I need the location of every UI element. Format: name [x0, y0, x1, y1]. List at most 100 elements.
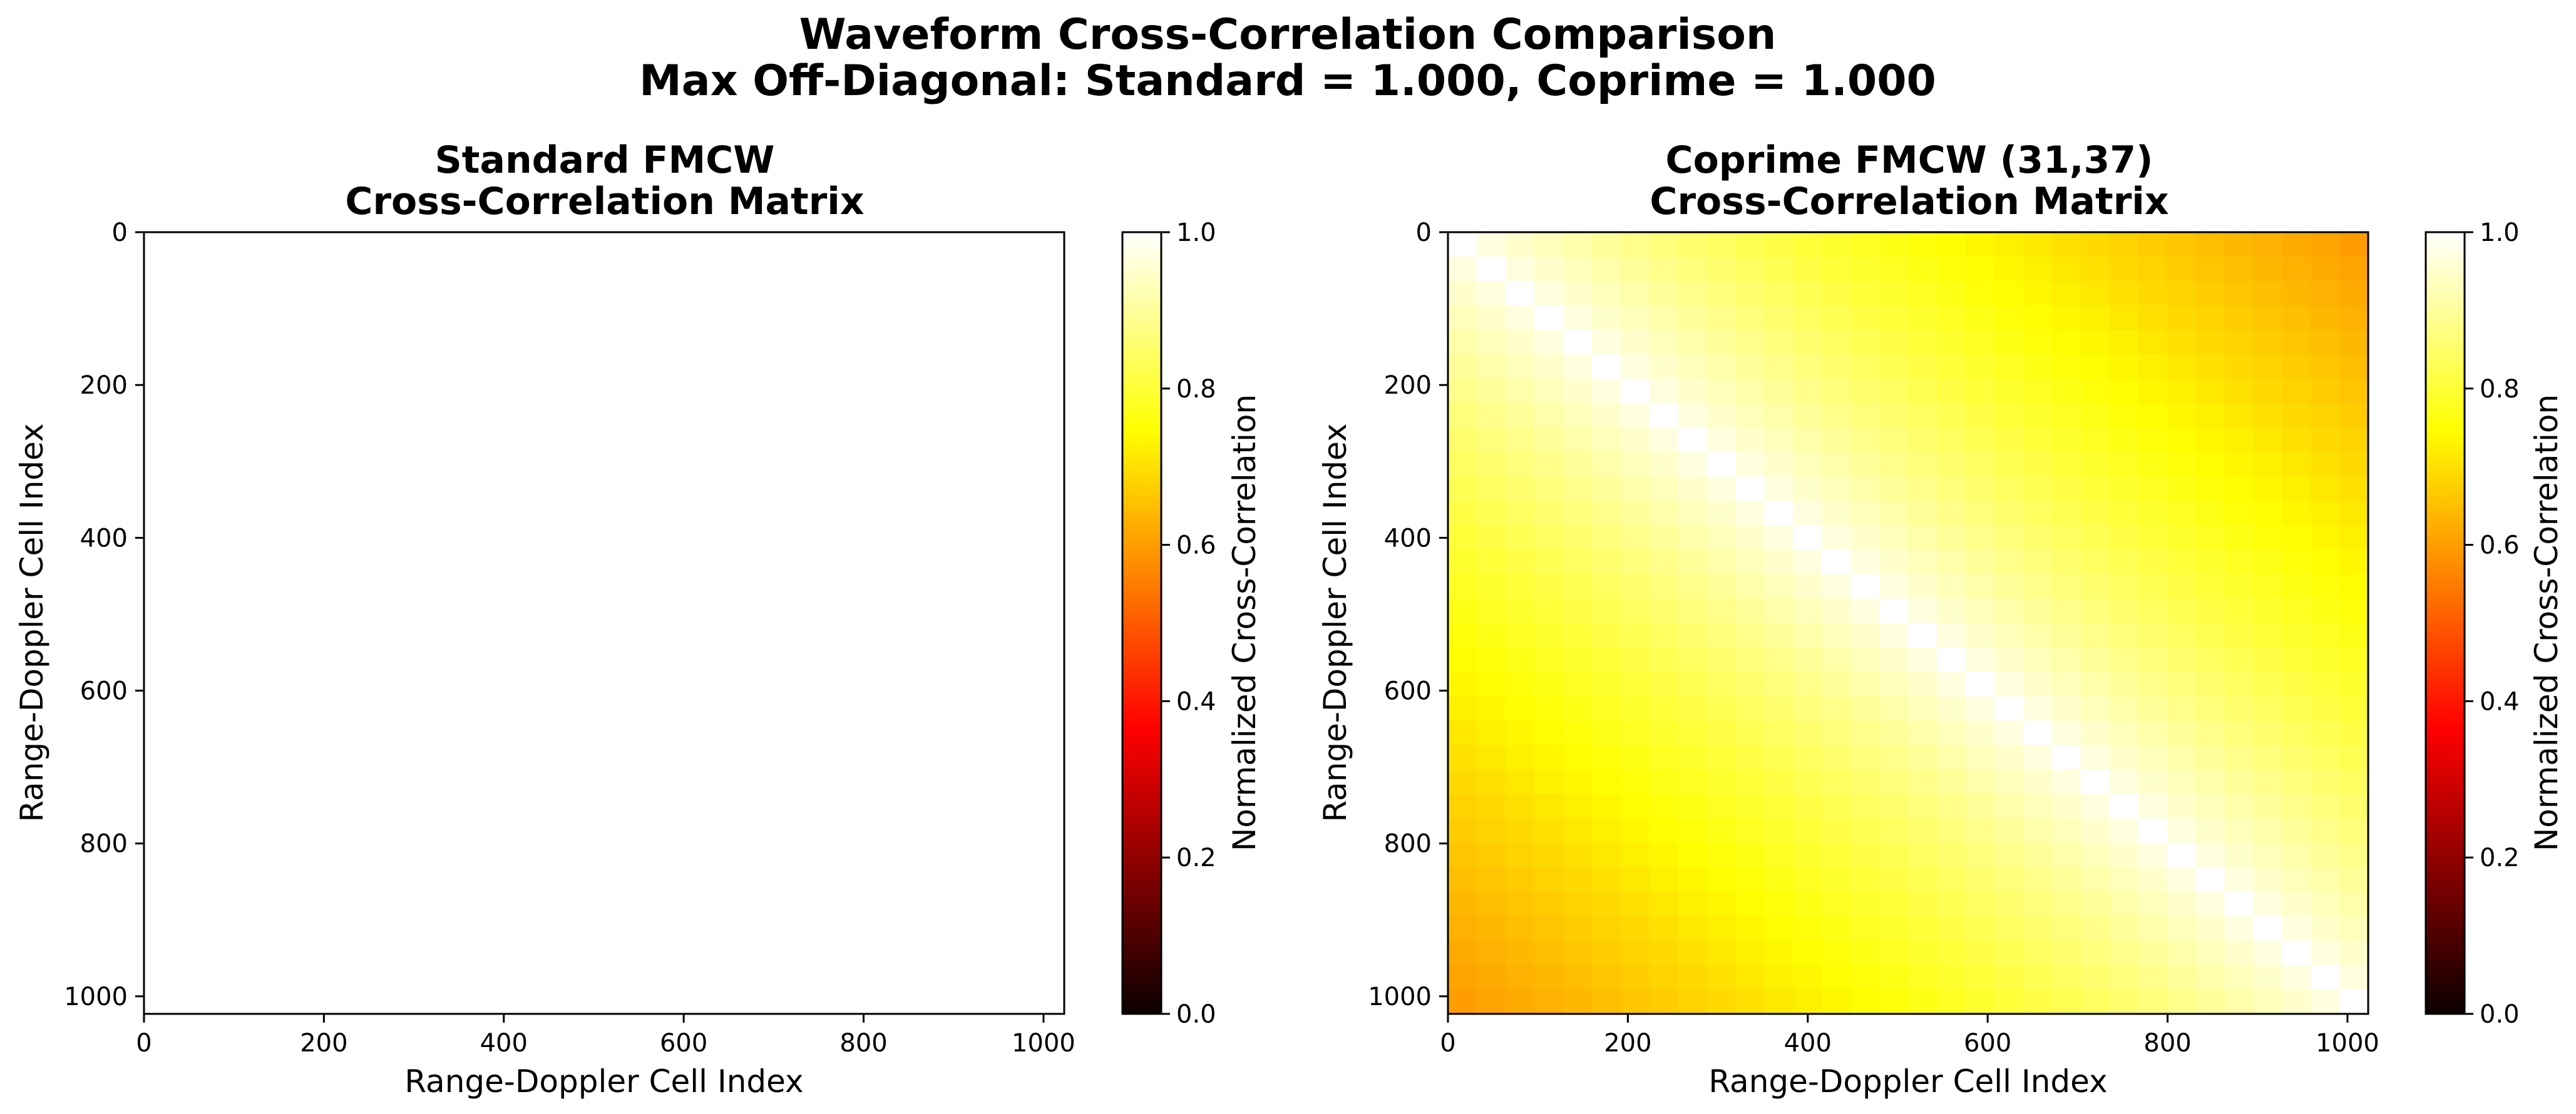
heatmap-cell: [2080, 476, 2110, 502]
heatmap-cell: [1822, 964, 1851, 990]
heatmap-cell: [1735, 427, 1765, 453]
heatmap-cell: [1476, 379, 1506, 404]
heatmap-cell: [1965, 476, 1995, 502]
y-ticks-coprime: 0 200 400 600 800 1000: [1368, 218, 1448, 1011]
heatmap-cell: [1706, 330, 1737, 355]
heatmap-cell: [1850, 525, 1880, 551]
heatmap-cell: [1908, 720, 1937, 746]
heatmap-cell: [1879, 549, 1909, 575]
heatmap-cell: [1534, 574, 1564, 600]
heatmap-cell: [2224, 379, 2254, 404]
heatmap-cell: [2167, 720, 2197, 746]
heatmap-cell: [1936, 452, 1966, 478]
heatmap-cell: [1649, 916, 1679, 941]
heatmap-cell: [1764, 818, 1794, 844]
heatmap-cell: [1505, 769, 1535, 795]
heatmap-cell: [1591, 525, 1621, 551]
heatmap-cell: [2167, 842, 2197, 868]
heatmap-cell: [1994, 623, 2024, 648]
heatmap-cell: [2311, 672, 2340, 697]
heatmap-cell: [2109, 623, 2139, 648]
heatmap-cell: [1678, 720, 1708, 746]
heatmap-cell: [1678, 403, 1708, 429]
heatmap-cell: [2311, 867, 2340, 892]
heatmap-cell: [1735, 281, 1765, 306]
heatmap-cell: [2311, 842, 2340, 868]
heatmap-cell: [2080, 232, 2110, 257]
heatmap-cell: [2282, 623, 2311, 648]
heatmap-cell: [2282, 940, 2311, 966]
heatmap-cell: [1505, 452, 1535, 478]
heatmap-cell: [1505, 916, 1535, 941]
heatmap-cell: [2080, 257, 2110, 282]
heatmap-cell: [2195, 891, 2225, 917]
heatmap-cell: [1994, 794, 2024, 819]
heatmap-cell: [1649, 305, 1679, 330]
heatmap-cell: [2311, 720, 2340, 746]
heatmap-cell: [2138, 769, 2168, 795]
heatmap-cell: [1850, 672, 1880, 697]
heatmap-cell: [1534, 842, 1564, 868]
heatmap-cell: [1448, 476, 1477, 502]
panel-coprime: Coprime FMCW (31,37) Cross-Correlation M…: [1317, 138, 2565, 1100]
heatmap-cell: [1620, 549, 1650, 575]
heatmap-cell: [1591, 598, 1621, 624]
heatmap-cell: [2224, 794, 2254, 819]
heatmap-cell: [2195, 672, 2225, 697]
heatmap-cell: [2339, 598, 2369, 624]
heatmap-cell: [2138, 672, 2168, 697]
heatmap-cell: [2339, 842, 2369, 868]
heatmap-cell: [1793, 476, 1822, 502]
heatmap-cell: [2051, 330, 2081, 355]
heatmap-cell: [1822, 989, 1851, 1014]
heatmap-cell: [1534, 476, 1564, 502]
heatmap-cell: [1476, 672, 1506, 697]
colorbar-tick-label: 0.2: [1176, 844, 1216, 872]
heatmap-cell: [1908, 452, 1937, 478]
heatmap-cell: [1620, 842, 1650, 868]
heatmap-cell: [1476, 330, 1506, 355]
heatmap-cell: [1534, 281, 1564, 306]
heatmap-cell: [2282, 916, 2311, 941]
heatmap-cell: [1879, 891, 1909, 917]
heatmap-cell: [2080, 940, 2110, 966]
heatmap-cell: [1706, 281, 1737, 306]
heatmap-cell: [2138, 647, 2168, 673]
heatmap-cell: [2138, 745, 2168, 770]
heatmap-cell: [2311, 427, 2340, 453]
heatmap-cell: [2109, 574, 2139, 600]
heatmap-cell: [1620, 745, 1650, 770]
heatmap-cell: [1850, 720, 1880, 746]
heatmap-cell: [1822, 745, 1851, 770]
heatmap-cell: [1994, 476, 2024, 502]
heatmap-cell: [1936, 964, 1966, 990]
heatmap-cell: [2109, 403, 2139, 429]
heatmap-cell: [1448, 330, 1477, 355]
heatmap-cell: [1994, 891, 2024, 917]
heatmap-cell: [1563, 672, 1593, 697]
heatmap-cell: [2224, 940, 2254, 966]
heatmap-cell: [2023, 549, 2053, 575]
heatmap-cell: [1591, 916, 1621, 941]
heatmap-cell: [1563, 720, 1593, 746]
heatmap-cell: [2339, 720, 2369, 746]
heatmap-cell: [1534, 598, 1564, 624]
heatmap-cell: [1620, 623, 1650, 648]
heatmap-cell: [1476, 989, 1506, 1014]
suptitle-line1: Waveform Cross-Correlation Comparison: [799, 10, 1777, 59]
heatmap-cell: [2023, 501, 2053, 526]
heatmap-cell: [1591, 257, 1621, 282]
heatmap-cell: [1850, 696, 1880, 722]
heatmap-cell: [1908, 549, 1937, 575]
heatmap-cell: [1534, 623, 1564, 648]
heatmap-cell: [1764, 696, 1794, 722]
heatmap-cell: [1563, 647, 1593, 673]
heatmap-cell: [2195, 989, 2225, 1014]
heatmap-cell: [2080, 916, 2110, 941]
heatmap-cell: [1822, 427, 1851, 453]
heatmap-cell: [1448, 989, 1477, 1014]
heatmap-cell: [2311, 501, 2340, 526]
title-standard-line1: Standard FMCW: [435, 138, 775, 182]
heatmap-cell: [2023, 598, 2053, 624]
heatmap-cell: [1448, 842, 1477, 868]
